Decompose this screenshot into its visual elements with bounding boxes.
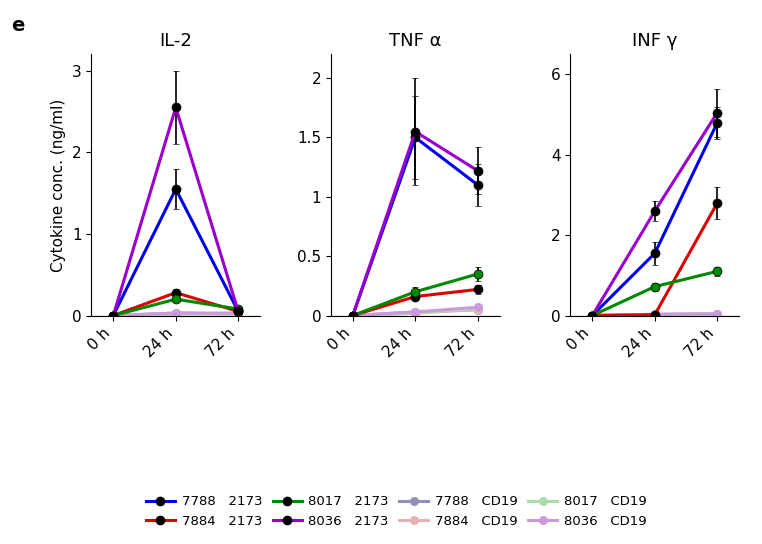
Text: e: e xyxy=(11,16,25,35)
Legend: 7788   2173, 7884   2173, 8017   2173, 8036   2173, 7788   CD19, 7884   CD19, 80: 7788 2173, 7884 2173, 8017 2173, 8036 21… xyxy=(142,491,651,532)
Title: TNF α: TNF α xyxy=(389,32,441,50)
Y-axis label: Cytokine conc. (ng/ml): Cytokine conc. (ng/ml) xyxy=(51,98,66,271)
Title: INF γ: INF γ xyxy=(632,32,677,50)
Title: IL-2: IL-2 xyxy=(159,32,192,50)
